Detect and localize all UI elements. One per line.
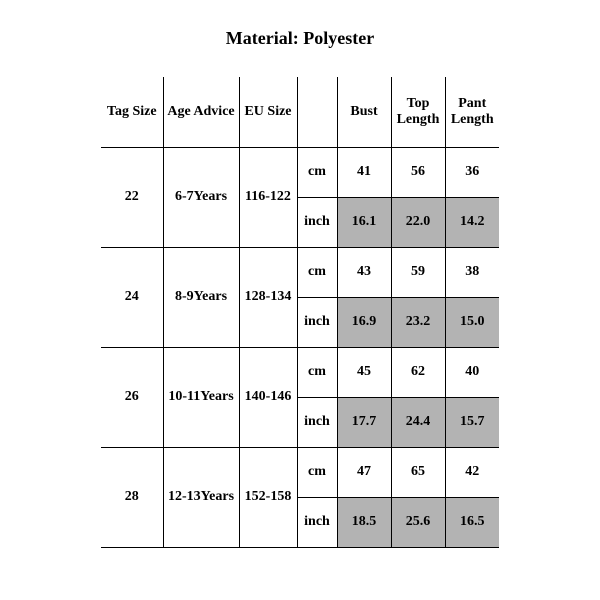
col-age-advice: Age Advice	[163, 77, 239, 147]
cell-eu-size: 128-134	[239, 247, 297, 347]
cell-age-advice: 8-9Years	[163, 247, 239, 347]
col-pant-length: Pant Length	[445, 77, 499, 147]
table-header-row: Tag Size Age Advice EU Size Bust Top Len…	[101, 77, 499, 147]
table-row: 2610-11Years140-146cm456240	[101, 347, 499, 397]
cell-bust: 47	[337, 447, 391, 497]
cell-age-advice: 10-11Years	[163, 347, 239, 447]
cell-unit: inch	[297, 197, 337, 247]
table-row: 2812-13Years152-158cm476542	[101, 447, 499, 497]
col-bust: Bust	[337, 77, 391, 147]
cell-unit: cm	[297, 147, 337, 197]
cell-bust: 43	[337, 247, 391, 297]
cell-pant-length: 16.5	[445, 497, 499, 547]
cell-bust: 41	[337, 147, 391, 197]
cell-top-length: 23.2	[391, 297, 445, 347]
cell-eu-size: 152-158	[239, 447, 297, 547]
cell-top-length: 22.0	[391, 197, 445, 247]
col-top-length: Top Length	[391, 77, 445, 147]
cell-bust: 17.7	[337, 397, 391, 447]
cell-age-advice: 12-13Years	[163, 447, 239, 547]
cell-top-length: 25.6	[391, 497, 445, 547]
cell-pant-length: 40	[445, 347, 499, 397]
cell-tag-size: 26	[101, 347, 163, 447]
table-row: 248-9Years128-134cm435938	[101, 247, 499, 297]
cell-top-length: 56	[391, 147, 445, 197]
cell-pant-length: 36	[445, 147, 499, 197]
cell-unit: inch	[297, 497, 337, 547]
col-tag-size: Tag Size	[101, 77, 163, 147]
cell-top-length: 65	[391, 447, 445, 497]
size-table: Tag Size Age Advice EU Size Bust Top Len…	[101, 77, 499, 548]
cell-unit: cm	[297, 447, 337, 497]
cell-pant-length: 38	[445, 247, 499, 297]
cell-unit: cm	[297, 347, 337, 397]
col-unit	[297, 77, 337, 147]
cell-top-length: 59	[391, 247, 445, 297]
cell-pant-length: 15.0	[445, 297, 499, 347]
cell-unit: cm	[297, 247, 337, 297]
cell-bust: 16.1	[337, 197, 391, 247]
cell-bust: 45	[337, 347, 391, 397]
cell-eu-size: 116-122	[239, 147, 297, 247]
page-title: Material: Polyester	[0, 28, 600, 49]
cell-pant-length: 42	[445, 447, 499, 497]
cell-pant-length: 14.2	[445, 197, 499, 247]
cell-pant-length: 15.7	[445, 397, 499, 447]
cell-eu-size: 140-146	[239, 347, 297, 447]
cell-tag-size: 22	[101, 147, 163, 247]
cell-top-length: 62	[391, 347, 445, 397]
col-eu-size: EU Size	[239, 77, 297, 147]
cell-bust: 18.5	[337, 497, 391, 547]
table-row: 226-7Years116-122cm415636	[101, 147, 499, 197]
cell-tag-size: 24	[101, 247, 163, 347]
cell-bust: 16.9	[337, 297, 391, 347]
cell-age-advice: 6-7Years	[163, 147, 239, 247]
cell-top-length: 24.4	[391, 397, 445, 447]
cell-unit: inch	[297, 397, 337, 447]
cell-unit: inch	[297, 297, 337, 347]
cell-tag-size: 28	[101, 447, 163, 547]
